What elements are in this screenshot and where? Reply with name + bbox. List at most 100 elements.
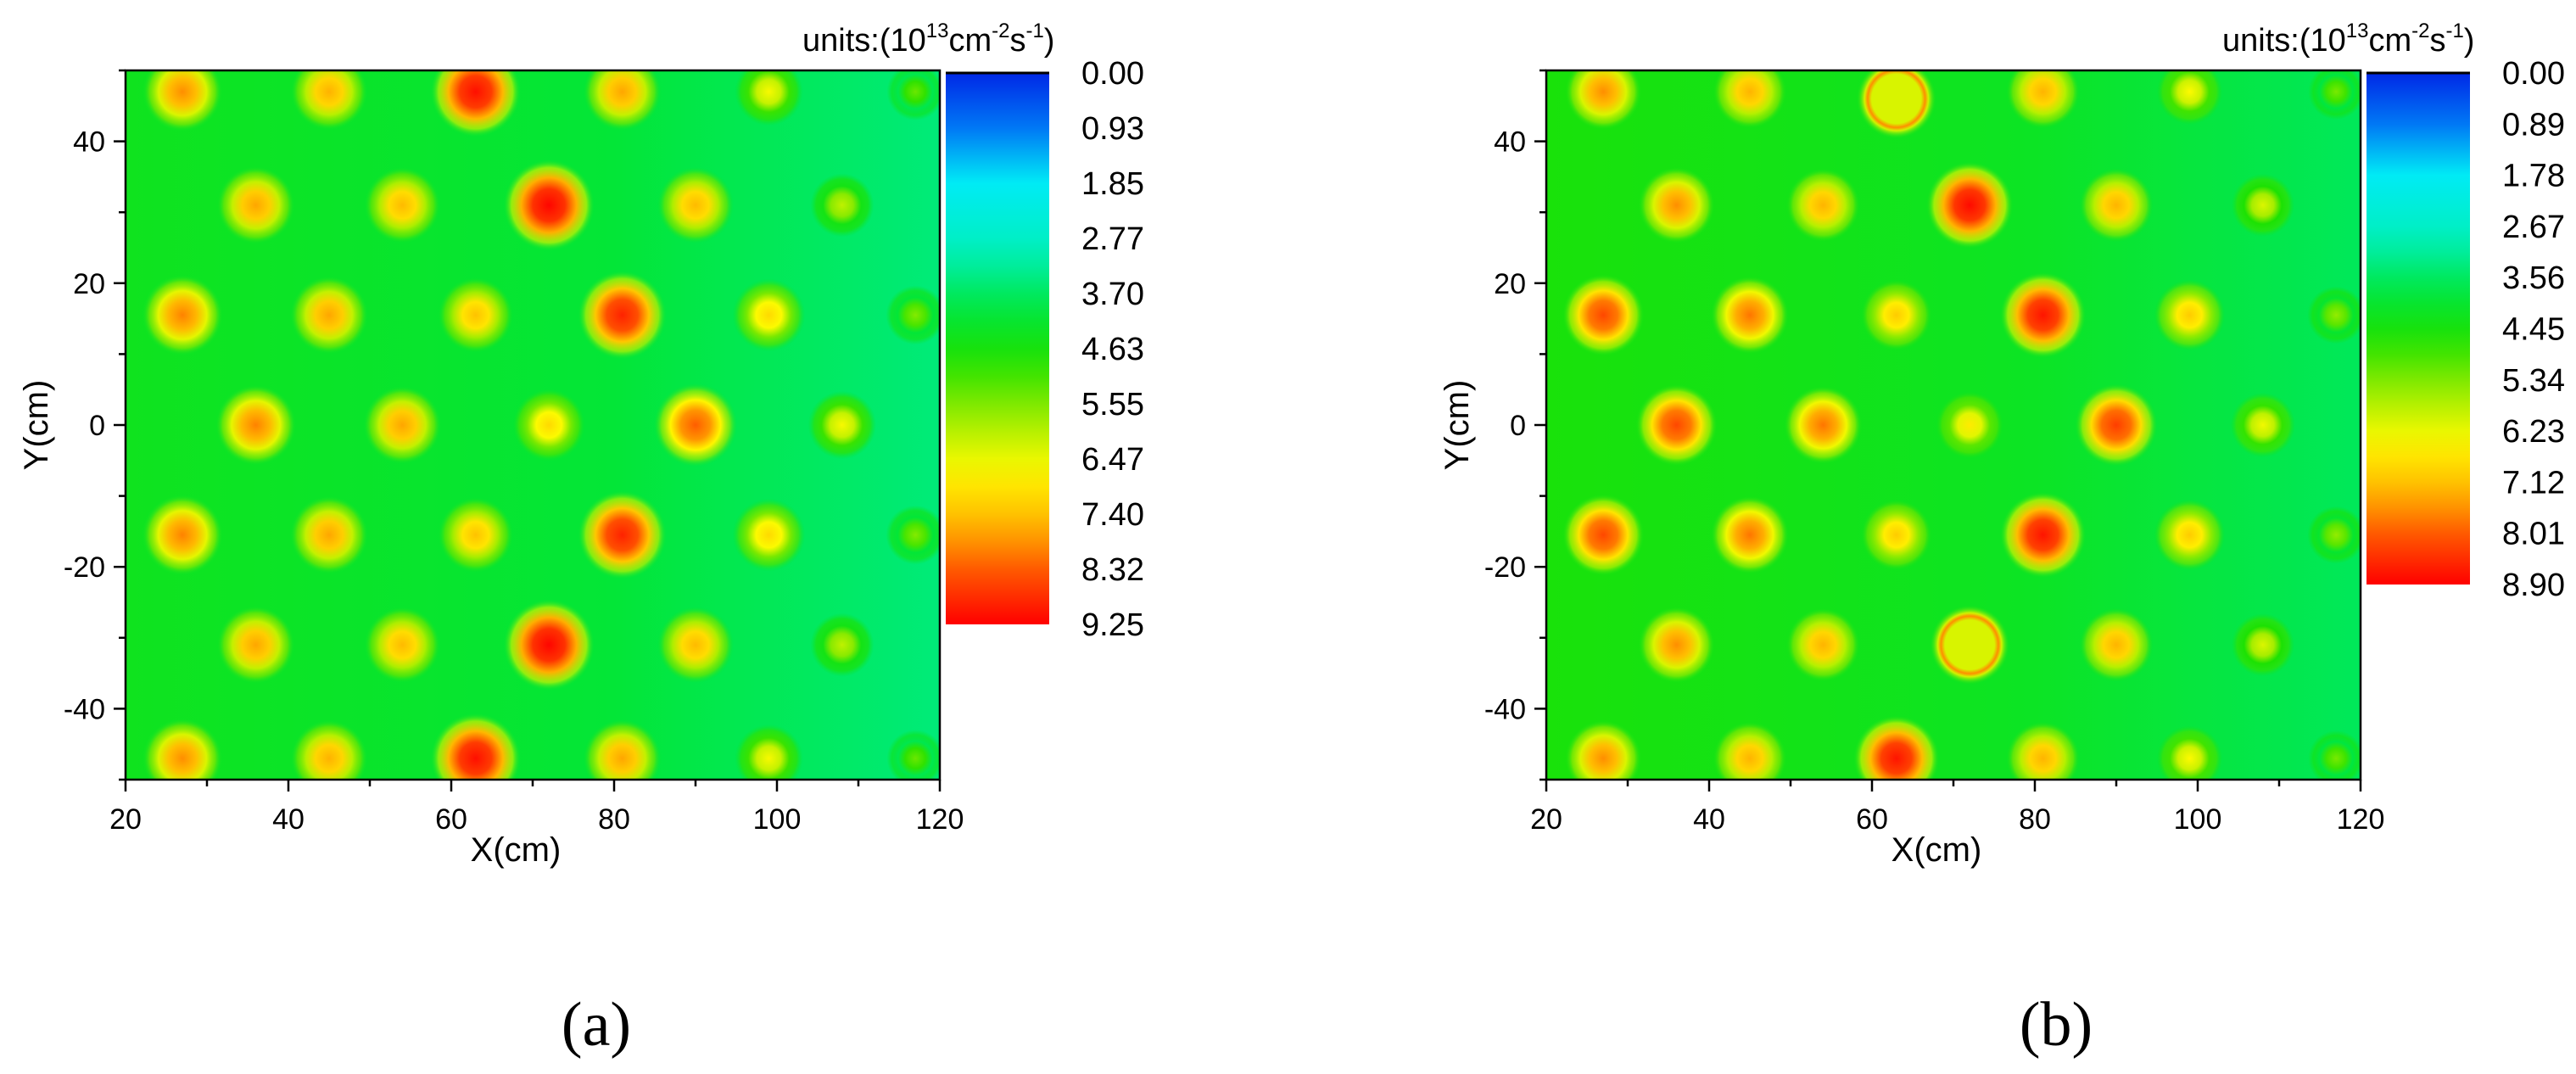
flux-peak — [2075, 383, 2158, 467]
colorbar-tick-label: 0.00 — [2502, 56, 2565, 92]
flux-peak — [2231, 613, 2294, 677]
colorbar-tick-label: 8.01 — [2502, 517, 2565, 552]
flux-peak — [578, 271, 668, 360]
x-tick-label: 80 — [2019, 803, 2051, 836]
flux-peak — [1925, 161, 2014, 249]
y-tick-label: 0 — [1510, 410, 1526, 442]
flux-peak — [503, 159, 595, 251]
flux-peak — [290, 70, 368, 131]
flux-peak — [735, 724, 803, 780]
flux-peak — [2307, 506, 2361, 564]
flux-peak — [810, 173, 874, 238]
colorbar-tick-label: 0.93 — [1081, 111, 1144, 147]
y-tick-label: -20 — [64, 551, 105, 584]
flux-peak — [2156, 70, 2223, 125]
y-tick-label: 40 — [73, 126, 105, 159]
units-label: units:(1013cm-2s-1) — [802, 20, 1054, 59]
y-tick-label: 20 — [73, 268, 105, 300]
colorbar-tick-label: 2.77 — [1081, 221, 1144, 257]
flux-peak — [289, 276, 369, 355]
y-tick-label: 0 — [89, 410, 105, 442]
x-tick-label: 20 — [109, 803, 142, 836]
flux-peak — [1713, 70, 1787, 129]
flux-peak — [364, 166, 441, 243]
flux-peak — [2079, 168, 2154, 243]
flux-peak — [1784, 385, 1863, 465]
colorbar-tick-label: 0.89 — [2502, 107, 2565, 143]
colorbar-tick-label: 4.63 — [1081, 332, 1144, 367]
panel-label: (b) — [2020, 990, 2093, 1060]
flux-peak — [886, 70, 940, 121]
colorbar-tick-label: 3.56 — [2502, 260, 2565, 296]
y-tick-label: -40 — [1484, 693, 1526, 725]
flux-peak — [1936, 391, 2003, 459]
colorbar-tick-label: 9.25 — [1081, 607, 1144, 643]
colorbar-tick-label: 6.23 — [2502, 414, 2565, 450]
heatmap-field — [1546, 70, 2361, 780]
x-tick-label: 40 — [1693, 803, 1725, 836]
flux-peak — [2079, 607, 2154, 682]
colorbar-tick-label: 2.67 — [2502, 210, 2565, 245]
y-tick-label: 40 — [1494, 126, 1526, 159]
flux-peak — [1565, 719, 1642, 780]
flux-peak — [1638, 607, 1715, 684]
flux-peak — [2154, 279, 2226, 351]
flux-peak — [1710, 276, 1790, 355]
flux-peak — [886, 729, 940, 780]
flux-peak — [215, 384, 297, 466]
flux-peak — [807, 390, 877, 460]
flux-peak — [2230, 392, 2295, 458]
flux-peak — [2231, 173, 2294, 237]
flux-peak — [363, 385, 442, 465]
flux-peak — [732, 278, 806, 352]
colorbar-tick-label: 8.90 — [2502, 568, 2565, 603]
y-tick-label: -20 — [1484, 551, 1526, 584]
flux-peak — [657, 607, 735, 684]
flux-peak — [1785, 607, 1860, 682]
y-tick-label: 20 — [1494, 268, 1526, 300]
x-axis-label: X(cm) — [1891, 831, 1982, 869]
flux-peak — [1860, 499, 1932, 571]
flux-peak — [2308, 70, 2361, 120]
flux-peak — [142, 494, 223, 576]
x-tick-label: 40 — [272, 803, 305, 836]
flux-peak — [216, 165, 295, 244]
flux-peak — [2156, 725, 2223, 780]
flux-peak — [503, 599, 595, 691]
x-tick-label: 120 — [2337, 803, 2385, 836]
flux-peak — [1930, 605, 2010, 685]
y-axis-label: Y(cm) — [1439, 380, 1476, 471]
flux-peak — [583, 719, 662, 780]
flux-peak — [578, 490, 668, 579]
colorbar-tick-label: 4.45 — [2502, 312, 2565, 348]
x-axis-label: X(cm) — [471, 831, 562, 869]
x-tick-label: 60 — [1856, 803, 1888, 836]
flux-peak — [364, 607, 441, 684]
x-tick-label: 20 — [1530, 803, 1562, 836]
flux-peak — [1565, 70, 1642, 131]
flux-peak — [1635, 383, 1718, 467]
flux-peak — [430, 70, 522, 137]
colorbar-tick-label: 7.40 — [1081, 497, 1144, 533]
flux-peak — [438, 497, 514, 573]
colorbar-tick-label: 5.55 — [1081, 387, 1144, 422]
flux-peak — [1713, 721, 1787, 780]
colorbar-tick-label: 6.47 — [1081, 442, 1144, 478]
x-tick-label: 100 — [2174, 803, 2222, 836]
colorbar — [946, 73, 1049, 624]
flux-peak — [657, 166, 735, 243]
colorbar-tick-label: 7.12 — [2502, 465, 2565, 501]
flux-peak — [886, 285, 940, 345]
y-axis-label: Y(cm) — [18, 380, 55, 471]
x-tick-label: 60 — [435, 803, 467, 836]
colorbar-tick-label: 0.00 — [1081, 56, 1144, 92]
flux-peak — [438, 277, 514, 353]
flux-peak — [1852, 715, 1940, 780]
flux-peak — [1710, 495, 1790, 574]
flux-peak — [1856, 70, 1936, 139]
flux-peak — [290, 719, 368, 780]
flux-peak — [1999, 271, 2087, 359]
flux-peak — [1785, 168, 1860, 243]
flux-peak — [289, 495, 369, 574]
